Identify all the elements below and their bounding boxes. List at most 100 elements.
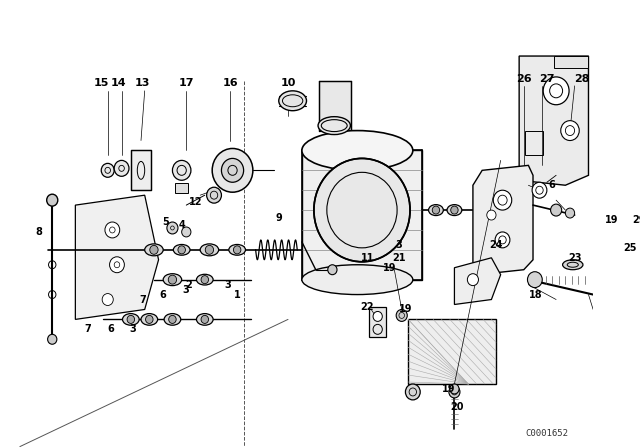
Text: 12: 12	[189, 197, 202, 207]
Circle shape	[168, 275, 177, 284]
Text: 1: 1	[234, 289, 241, 300]
Circle shape	[205, 246, 214, 254]
Text: 26: 26	[516, 74, 532, 84]
Text: 21: 21	[392, 253, 406, 263]
Ellipse shape	[164, 314, 180, 325]
Text: 24: 24	[490, 240, 503, 250]
Circle shape	[432, 206, 440, 214]
Ellipse shape	[173, 245, 190, 255]
Bar	[369, 307, 386, 337]
Circle shape	[201, 315, 209, 323]
Bar	[175, 183, 188, 193]
Text: 3: 3	[129, 324, 136, 334]
Ellipse shape	[563, 260, 583, 270]
Polygon shape	[454, 258, 500, 305]
Circle shape	[47, 194, 58, 206]
Circle shape	[532, 182, 547, 198]
Text: 29: 29	[632, 215, 640, 225]
Circle shape	[101, 164, 114, 177]
Ellipse shape	[279, 91, 307, 111]
Ellipse shape	[122, 314, 139, 325]
Text: 7: 7	[140, 294, 146, 305]
Circle shape	[493, 190, 512, 210]
Circle shape	[109, 257, 124, 273]
Bar	[525, 130, 543, 155]
Circle shape	[105, 222, 120, 238]
Text: 6: 6	[160, 289, 166, 300]
Text: 23: 23	[568, 253, 581, 263]
Polygon shape	[473, 165, 533, 275]
Text: 10: 10	[280, 78, 296, 88]
Circle shape	[178, 246, 186, 254]
Text: 2: 2	[185, 280, 191, 289]
Circle shape	[150, 246, 158, 254]
Text: 4: 4	[179, 220, 185, 230]
Ellipse shape	[429, 205, 444, 215]
Text: 7: 7	[84, 324, 91, 334]
Text: 3: 3	[182, 284, 189, 295]
Text: 3: 3	[225, 280, 231, 289]
Circle shape	[451, 206, 458, 214]
Text: 19: 19	[605, 215, 618, 225]
Bar	[554, 56, 589, 68]
Circle shape	[449, 386, 460, 398]
Text: 15: 15	[93, 78, 109, 88]
Ellipse shape	[302, 130, 413, 170]
Circle shape	[450, 384, 459, 394]
Circle shape	[405, 384, 420, 400]
Text: 19: 19	[442, 384, 456, 394]
Text: 9: 9	[275, 213, 282, 223]
Text: 13: 13	[134, 78, 150, 88]
Circle shape	[182, 227, 191, 237]
Circle shape	[527, 271, 542, 288]
Text: 25: 25	[623, 243, 637, 253]
Text: 8: 8	[35, 227, 42, 237]
Bar	[131, 151, 151, 190]
Text: 18: 18	[529, 289, 543, 300]
Circle shape	[127, 315, 134, 323]
Ellipse shape	[302, 265, 413, 294]
Ellipse shape	[229, 245, 246, 255]
Polygon shape	[519, 56, 589, 185]
Circle shape	[234, 246, 241, 254]
Text: 14: 14	[111, 78, 127, 88]
Text: 27: 27	[539, 74, 555, 84]
Text: 6: 6	[548, 180, 555, 190]
Text: 5: 5	[163, 217, 170, 227]
Circle shape	[565, 208, 575, 218]
Circle shape	[495, 232, 510, 248]
Circle shape	[102, 293, 113, 306]
Circle shape	[487, 210, 496, 220]
Circle shape	[167, 222, 178, 234]
Text: 19: 19	[399, 305, 412, 314]
Text: 11: 11	[361, 253, 374, 263]
Text: C0001652: C0001652	[525, 429, 568, 438]
Bar	[408, 319, 496, 384]
Bar	[319, 81, 351, 130]
Circle shape	[467, 274, 479, 286]
Circle shape	[172, 160, 191, 180]
Ellipse shape	[145, 244, 163, 256]
Circle shape	[212, 148, 253, 192]
Text: 20: 20	[451, 402, 464, 412]
Text: 17: 17	[179, 78, 194, 88]
Circle shape	[328, 265, 337, 275]
Text: 22: 22	[360, 302, 373, 312]
Circle shape	[221, 159, 244, 182]
Circle shape	[47, 334, 57, 344]
Circle shape	[201, 276, 209, 284]
Circle shape	[207, 187, 221, 203]
Ellipse shape	[163, 274, 182, 286]
Text: 16: 16	[223, 78, 239, 88]
Text: 19: 19	[383, 263, 396, 273]
Text: 6: 6	[107, 324, 114, 334]
Ellipse shape	[196, 314, 213, 325]
Polygon shape	[76, 195, 159, 319]
Circle shape	[314, 159, 410, 262]
Circle shape	[561, 121, 579, 141]
Circle shape	[550, 204, 562, 216]
Circle shape	[114, 160, 129, 177]
Circle shape	[145, 315, 153, 323]
Ellipse shape	[447, 205, 462, 215]
Ellipse shape	[196, 274, 213, 285]
